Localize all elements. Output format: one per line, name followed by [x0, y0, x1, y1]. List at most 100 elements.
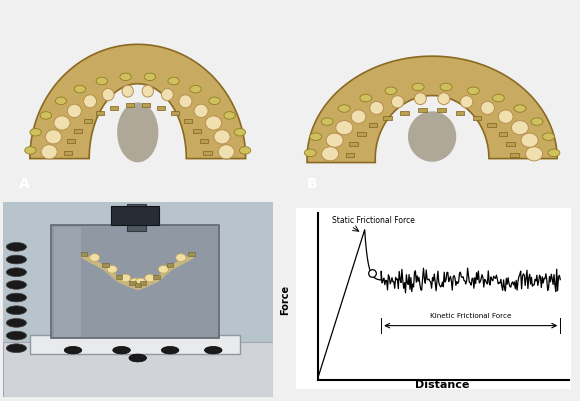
Ellipse shape	[338, 105, 350, 113]
Ellipse shape	[512, 121, 528, 136]
Bar	[418, 109, 427, 113]
Bar	[64, 152, 72, 156]
Bar	[81, 252, 87, 256]
Bar	[52, 226, 219, 338]
Ellipse shape	[67, 105, 81, 118]
Ellipse shape	[6, 281, 27, 290]
Polygon shape	[30, 45, 246, 159]
Ellipse shape	[392, 97, 404, 109]
Ellipse shape	[107, 266, 117, 273]
Text: Force: Force	[280, 284, 291, 314]
Bar	[184, 120, 192, 124]
Ellipse shape	[521, 134, 538, 148]
Ellipse shape	[144, 74, 155, 81]
Bar	[437, 109, 446, 113]
Bar	[346, 153, 354, 157]
Bar	[188, 252, 195, 256]
Bar	[96, 112, 104, 116]
Ellipse shape	[129, 354, 147, 362]
Bar	[67, 140, 75, 144]
Bar	[349, 142, 358, 146]
Bar	[127, 205, 146, 232]
Ellipse shape	[190, 86, 201, 94]
Ellipse shape	[326, 134, 343, 148]
Ellipse shape	[542, 134, 554, 141]
Ellipse shape	[218, 146, 234, 160]
Bar	[506, 142, 515, 146]
Ellipse shape	[6, 344, 27, 353]
Bar	[400, 111, 408, 115]
Bar	[84, 120, 92, 124]
Ellipse shape	[548, 150, 560, 157]
Bar	[142, 104, 150, 108]
Ellipse shape	[310, 134, 322, 141]
Ellipse shape	[74, 86, 86, 94]
Bar	[140, 281, 146, 285]
Ellipse shape	[45, 130, 61, 145]
Ellipse shape	[55, 98, 67, 105]
Ellipse shape	[492, 95, 505, 103]
Ellipse shape	[408, 112, 456, 162]
Text: Kinetic Frictional Force: Kinetic Frictional Force	[430, 313, 512, 318]
Ellipse shape	[142, 86, 154, 98]
Ellipse shape	[158, 266, 169, 273]
Ellipse shape	[168, 78, 179, 85]
Bar	[487, 124, 496, 128]
Ellipse shape	[525, 147, 543, 162]
Ellipse shape	[412, 84, 424, 91]
Bar	[510, 153, 519, 157]
Ellipse shape	[41, 146, 57, 160]
Ellipse shape	[498, 111, 513, 124]
Ellipse shape	[351, 111, 366, 124]
Bar	[129, 281, 136, 285]
Ellipse shape	[25, 147, 36, 155]
Ellipse shape	[6, 294, 27, 302]
Text: B: B	[307, 177, 318, 190]
Bar	[357, 132, 365, 136]
Ellipse shape	[96, 78, 107, 85]
Text: Distance: Distance	[415, 379, 469, 389]
Ellipse shape	[321, 147, 339, 162]
Ellipse shape	[6, 255, 27, 264]
Bar	[102, 264, 108, 267]
Ellipse shape	[194, 105, 208, 118]
Ellipse shape	[130, 278, 140, 286]
Ellipse shape	[415, 93, 426, 105]
Ellipse shape	[321, 119, 333, 126]
Bar	[74, 129, 82, 133]
Bar	[473, 117, 481, 120]
Ellipse shape	[135, 278, 146, 286]
Ellipse shape	[304, 150, 316, 157]
Ellipse shape	[336, 121, 353, 136]
Bar	[115, 275, 122, 279]
Ellipse shape	[214, 130, 230, 145]
Bar	[193, 129, 201, 133]
Bar	[30, 335, 240, 354]
Ellipse shape	[113, 346, 130, 354]
Bar	[135, 283, 141, 287]
Bar	[499, 132, 507, 136]
Ellipse shape	[145, 274, 155, 282]
Ellipse shape	[240, 147, 251, 155]
Bar	[3, 342, 273, 397]
Ellipse shape	[54, 117, 70, 131]
Ellipse shape	[64, 346, 82, 354]
Bar	[204, 152, 212, 156]
Ellipse shape	[179, 95, 192, 109]
Ellipse shape	[121, 274, 130, 282]
Ellipse shape	[385, 88, 397, 95]
Bar	[200, 140, 208, 144]
Polygon shape	[307, 57, 557, 163]
Ellipse shape	[370, 102, 383, 115]
Bar	[456, 111, 464, 115]
Text: A: A	[19, 177, 30, 190]
Ellipse shape	[117, 103, 158, 163]
Ellipse shape	[6, 306, 27, 315]
Ellipse shape	[461, 97, 473, 109]
Bar	[368, 124, 377, 128]
Ellipse shape	[205, 346, 222, 354]
Bar	[157, 107, 165, 111]
Text: Static Frictional Force: Static Frictional Force	[332, 216, 415, 225]
Ellipse shape	[84, 95, 96, 109]
Ellipse shape	[120, 74, 131, 81]
